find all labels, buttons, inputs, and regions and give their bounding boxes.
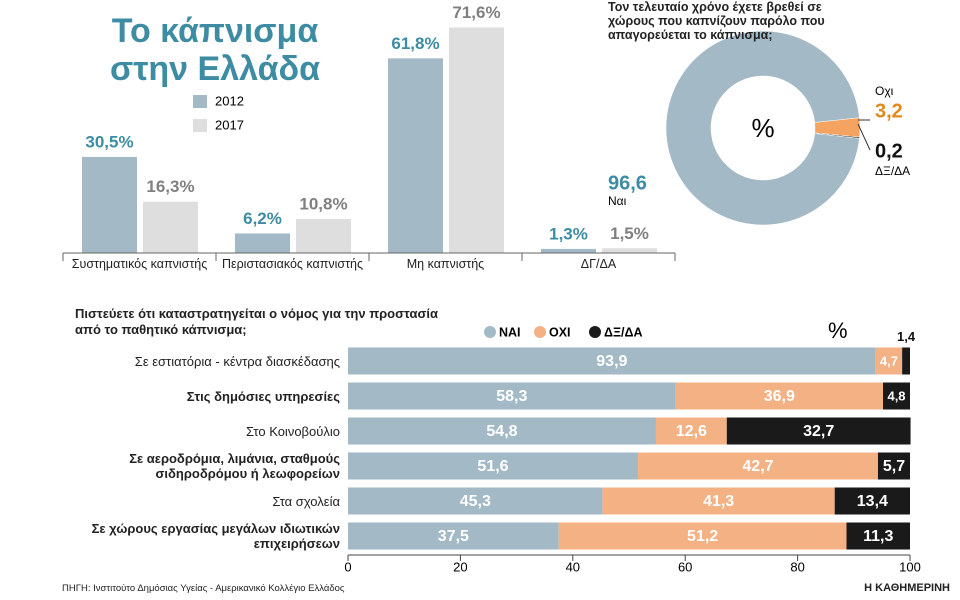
value-label: 12,6 <box>676 423 707 440</box>
bar <box>541 248 596 253</box>
category-label: Στις δημόσιες υπηρεσίες <box>186 388 340 404</box>
legend-marker <box>484 326 496 338</box>
value-label: 6,2% <box>243 209 282 228</box>
x-tick-label: 100 <box>899 559 921 574</box>
category-label: Σε εστιατόρια - κέντρα διασκέδασης <box>134 353 340 369</box>
value-label: 71,6% <box>452 3 500 22</box>
category-label: Στα σχολεία <box>272 493 340 509</box>
value-label: 10,8% <box>299 194 347 213</box>
bar-segment <box>834 487 910 515</box>
x-tick-label: 40 <box>566 559 580 574</box>
chart-title: Το κάπνισμα στην Ελλάδα <box>109 12 321 88</box>
bar-segment <box>637 452 878 480</box>
legend-label: 2017 <box>215 117 244 132</box>
bar-segment <box>348 452 638 480</box>
bar-segment <box>558 522 847 550</box>
bar-segment <box>902 347 910 375</box>
bar-segment <box>846 522 910 550</box>
x-tick-label: 20 <box>453 559 467 574</box>
value-label: 16,3% <box>146 177 194 196</box>
value-label: 58,3 <box>496 388 527 405</box>
bar <box>296 218 351 253</box>
donut-center: % <box>751 113 774 143</box>
bar <box>602 248 657 253</box>
value-label: 3,2 <box>875 100 903 122</box>
legend-swatch <box>193 119 207 132</box>
value-label: 41,3 <box>703 493 734 510</box>
value-label: 4,7 <box>880 353 898 368</box>
x-tick-label: 0 <box>344 559 351 574</box>
legend-label: ΝΑΙ <box>499 325 521 339</box>
bar-segment <box>877 452 910 480</box>
bar-segment <box>348 522 559 550</box>
legend-marker <box>589 326 601 338</box>
category-label: Σε χώρους εργασίας μεγάλων ιδιωτικών επι… <box>91 521 340 551</box>
value-label: 1,5% <box>610 224 649 243</box>
legend-swatch <box>193 95 207 108</box>
bar-segment <box>655 417 727 445</box>
bar-segment <box>883 382 910 410</box>
x-tick-label: Μη καπνιστής <box>406 257 485 271</box>
value-label: 42,7 <box>742 458 773 475</box>
value-label: 1,4 <box>897 329 916 344</box>
value-label: 4,8 <box>887 388 905 403</box>
category-label: Σε αεροδρόμια, λιμάνια, σταθμούς σιδηροδ… <box>129 451 340 481</box>
x-tick-label: Περιστασιακός καπνιστής <box>221 257 364 271</box>
value-label: 1,3% <box>549 224 588 243</box>
bar <box>143 201 198 253</box>
x-tick-label: 60 <box>678 559 692 574</box>
bar <box>388 58 443 253</box>
leader <box>857 123 871 151</box>
value-label: 36,9 <box>764 388 795 405</box>
x-tick-label: Συστηματικός καπνιστής <box>71 257 208 271</box>
category-label: Ναι <box>608 194 627 208</box>
legend-marker <box>534 326 546 338</box>
bar-segment <box>875 347 903 375</box>
value-label: 30,5% <box>85 132 133 151</box>
bar-segment <box>602 487 835 515</box>
source: ΠΗΓΗ: Ινστιτούτο Δημόσιας Υγείας - Αμερι… <box>62 583 345 594</box>
value-label: 45,3 <box>460 493 491 510</box>
value-label: 11,3 <box>863 528 893 545</box>
legend-label: ΟΧΙ <box>549 325 571 339</box>
category-label: Οχι <box>875 84 894 98</box>
credit: Η ΚΑΘΗΜΕΡΙΝΗ <box>864 582 950 594</box>
donut-title: Τον τελευταίο χρόνο έχετε βρεθεί σε χώρο… <box>608 0 825 42</box>
x-tick-label: ΔΓ/ΔΑ <box>580 257 617 271</box>
value-label: 54,8 <box>486 423 517 440</box>
bar-segment <box>675 382 884 410</box>
category-label: ΔΞ/ΔΑ <box>875 164 910 178</box>
value-label: 93,9 <box>596 353 627 370</box>
hbar-title: Πιστεύετε ότι καταστρατηγείται ο νόμος γ… <box>75 306 438 337</box>
bar-segment <box>726 417 911 445</box>
value-label: 96,6 <box>608 172 647 194</box>
bar-segment <box>348 382 676 410</box>
category-label: Στο Κοινοβούλιο <box>245 423 340 439</box>
bar-segment <box>348 417 656 445</box>
value-label: 51,6 <box>477 458 508 475</box>
bar-segment <box>348 487 603 515</box>
donut-slice <box>665 30 860 226</box>
value-label: 61,8% <box>391 34 439 53</box>
value-label: 32,7 <box>803 423 834 440</box>
bar-segment <box>348 347 876 375</box>
value-label: 0,2 <box>875 140 903 162</box>
bar <box>235 233 290 253</box>
unit-label: % <box>828 318 848 343</box>
value-label: 51,2 <box>687 528 718 545</box>
x-tick-label: 80 <box>790 559 804 574</box>
value-label: 5,7 <box>883 458 905 475</box>
bar <box>82 156 137 253</box>
legend-label: 2012 <box>215 93 244 108</box>
legend-label: ΔΞ/ΔΑ <box>604 325 643 339</box>
value-label: 13,4 <box>857 493 888 510</box>
bar <box>449 27 504 254</box>
value-label: 37,5 <box>438 528 469 545</box>
